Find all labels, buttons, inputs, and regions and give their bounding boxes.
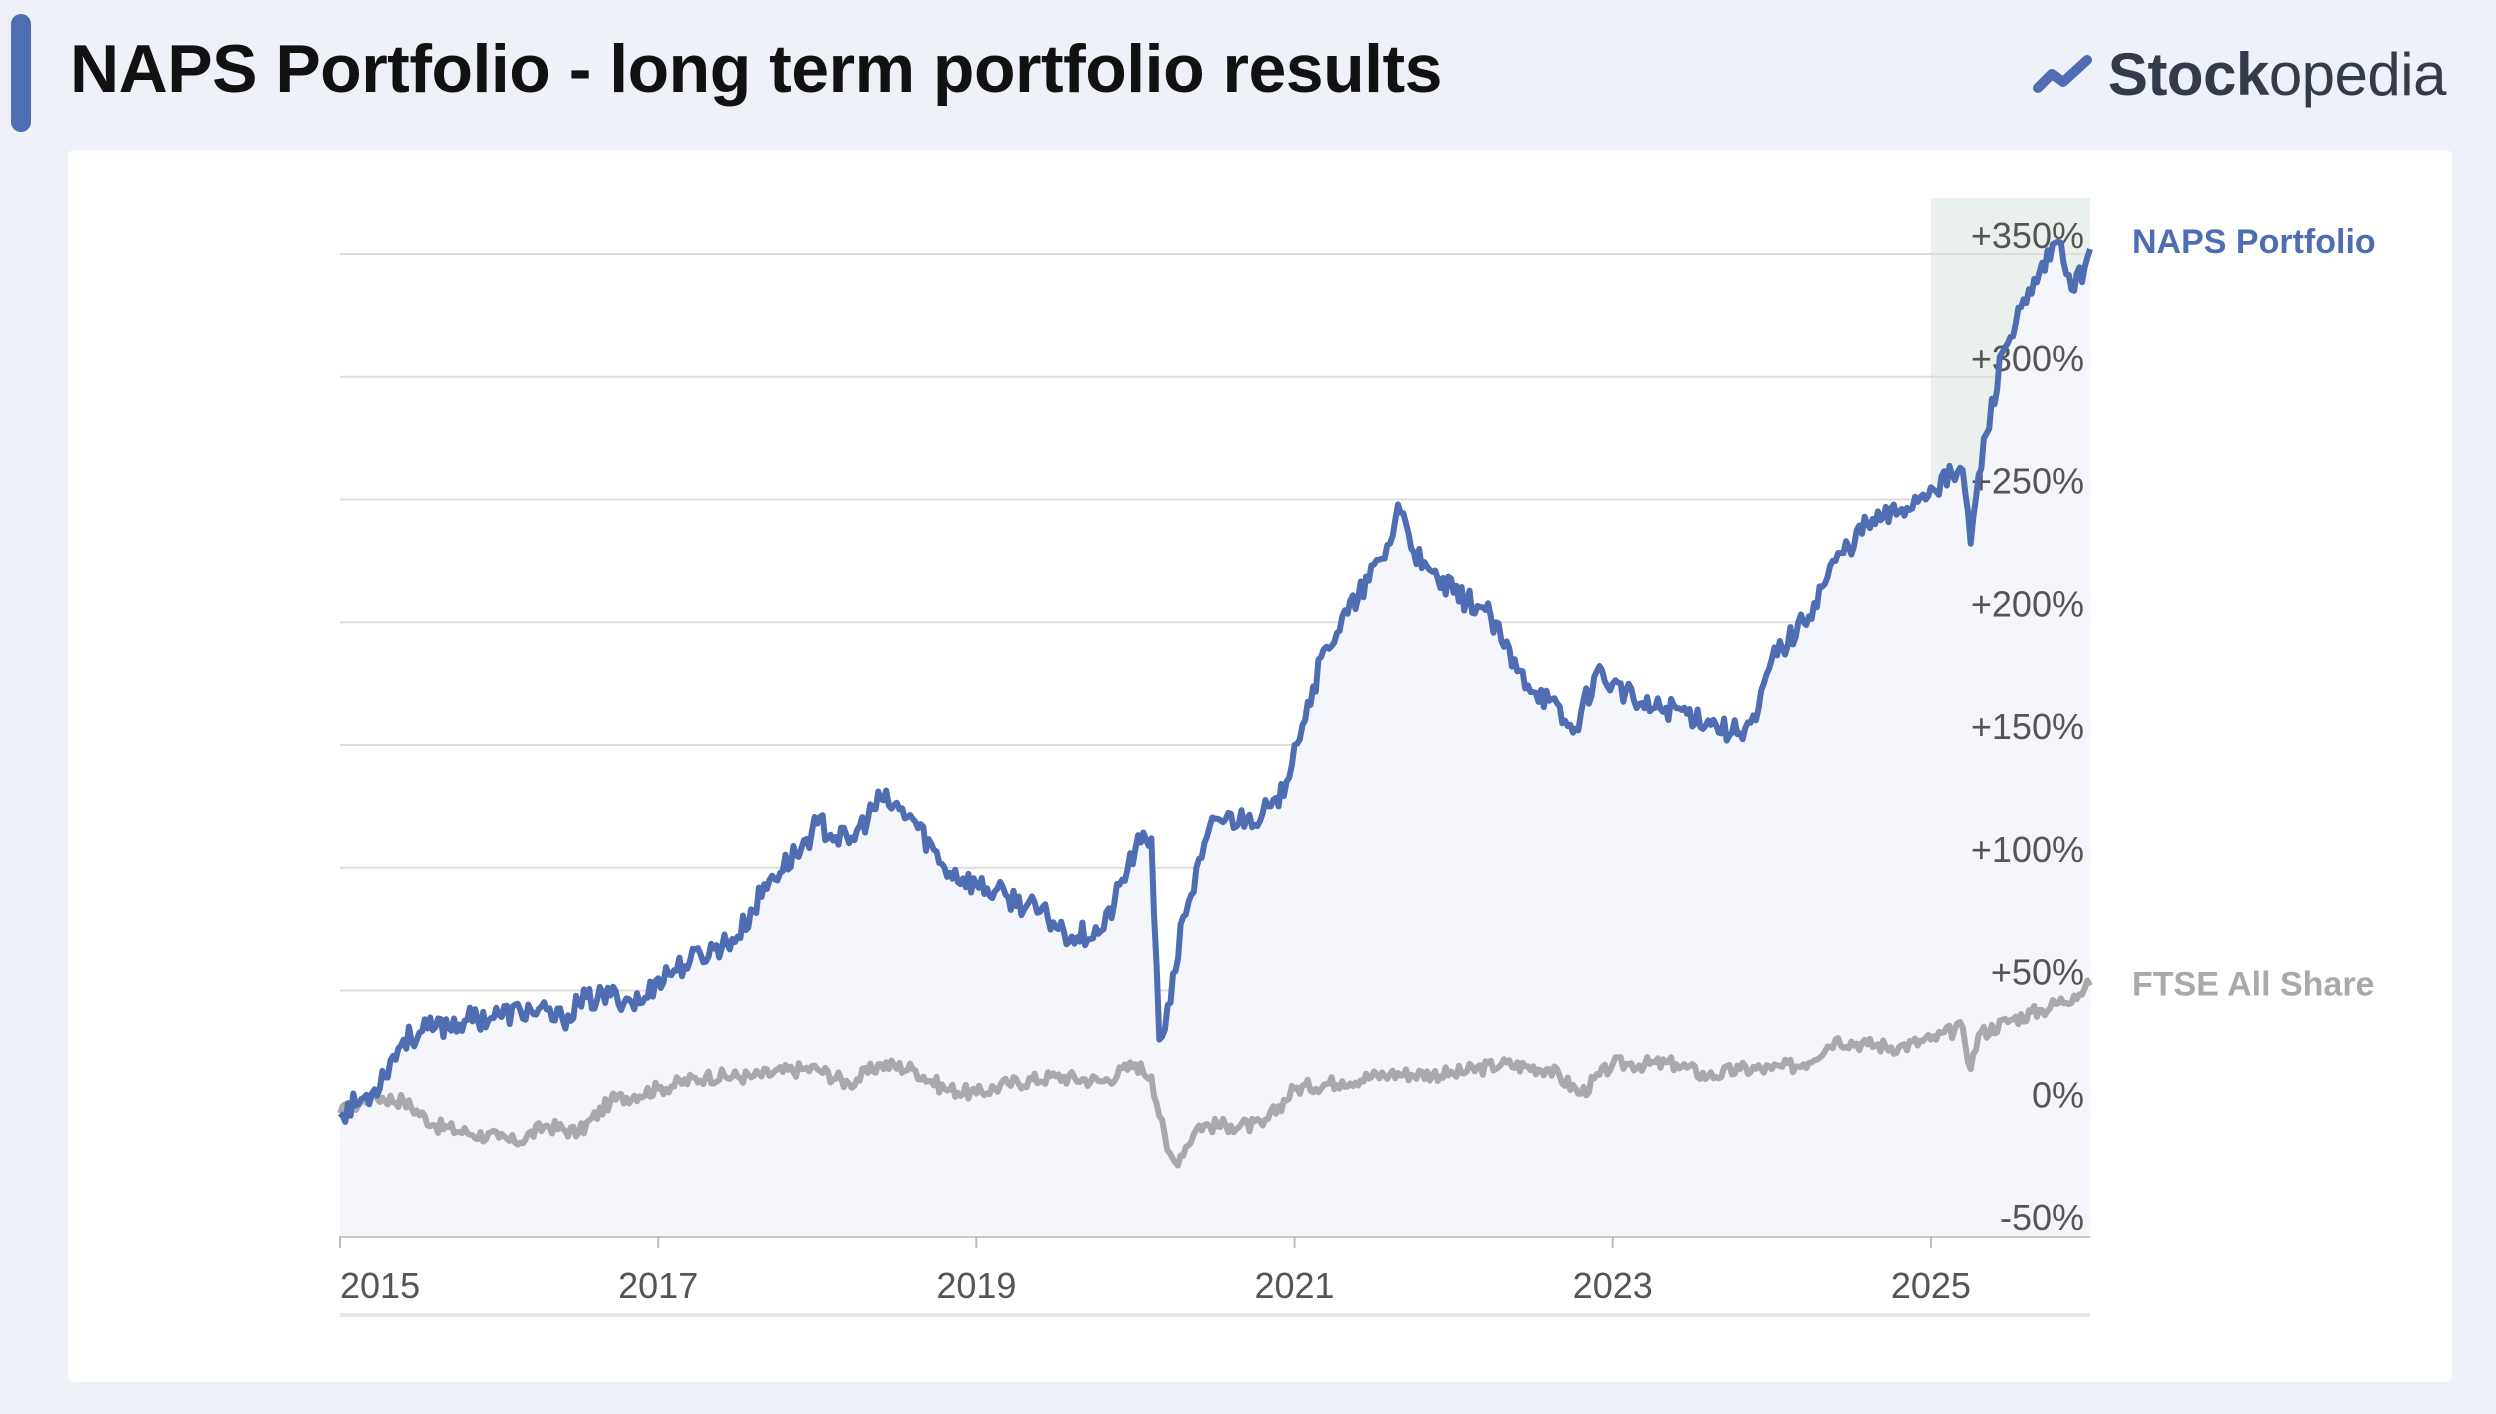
performance-line-chart: -50% 0% +50% +100% +150% +200% +250% +300% +350%… bbox=[337, 198, 2376, 1317]
x-tick-label: 2015 bbox=[340, 1265, 420, 1306]
naps-area-fill bbox=[340, 241, 2090, 1236]
legend-ftse-all-share: FTSE All Share bbox=[2132, 966, 2374, 1004]
x-tick-label: 2021 bbox=[1254, 1265, 1334, 1306]
x-tick-label: 2025 bbox=[1891, 1265, 1971, 1306]
series-line-naps-portfolio bbox=[337, 238, 2093, 1125]
page-title: NAPS Portfolio - long term portfolio res… bbox=[70, 31, 1443, 107]
chart-card: -50% 0% +50% +100% +150% +200% +250% +300% +350%… bbox=[68, 150, 2452, 1382]
x-tick-label: 2019 bbox=[936, 1265, 1016, 1306]
y-tick-label: +100% bbox=[1971, 829, 2084, 870]
y-tick-label: +350% bbox=[1971, 215, 2084, 256]
legend-naps-portfolio: NAPS Portfolio bbox=[2132, 223, 2376, 261]
series-line-ftse-all-share bbox=[337, 977, 2093, 1169]
brand-logo[interactable]: Stockopedia bbox=[2032, 34, 2447, 114]
y-tick-label: +50% bbox=[1991, 952, 2084, 993]
y-tick-label: +250% bbox=[1971, 461, 2084, 502]
brand-name: Stockopedia bbox=[2107, 40, 2447, 109]
x-tick-label: 2017 bbox=[618, 1265, 698, 1306]
y-tick-label: +300% bbox=[1971, 338, 2084, 379]
brand-name-bold: Stock bbox=[2107, 40, 2269, 108]
stockopedia-chart-logo-icon bbox=[2032, 55, 2092, 93]
x-tick-label: 2023 bbox=[1573, 1265, 1653, 1306]
y-tick-label: -50% bbox=[2000, 1197, 2084, 1238]
y-tick-label: 0% bbox=[2032, 1074, 2084, 1115]
y-tick-label: +200% bbox=[1971, 583, 2084, 624]
brand-name-regular: opedia bbox=[2268, 40, 2447, 108]
y-tick-label: +150% bbox=[1971, 706, 2084, 747]
title-accent-bar bbox=[11, 14, 31, 132]
